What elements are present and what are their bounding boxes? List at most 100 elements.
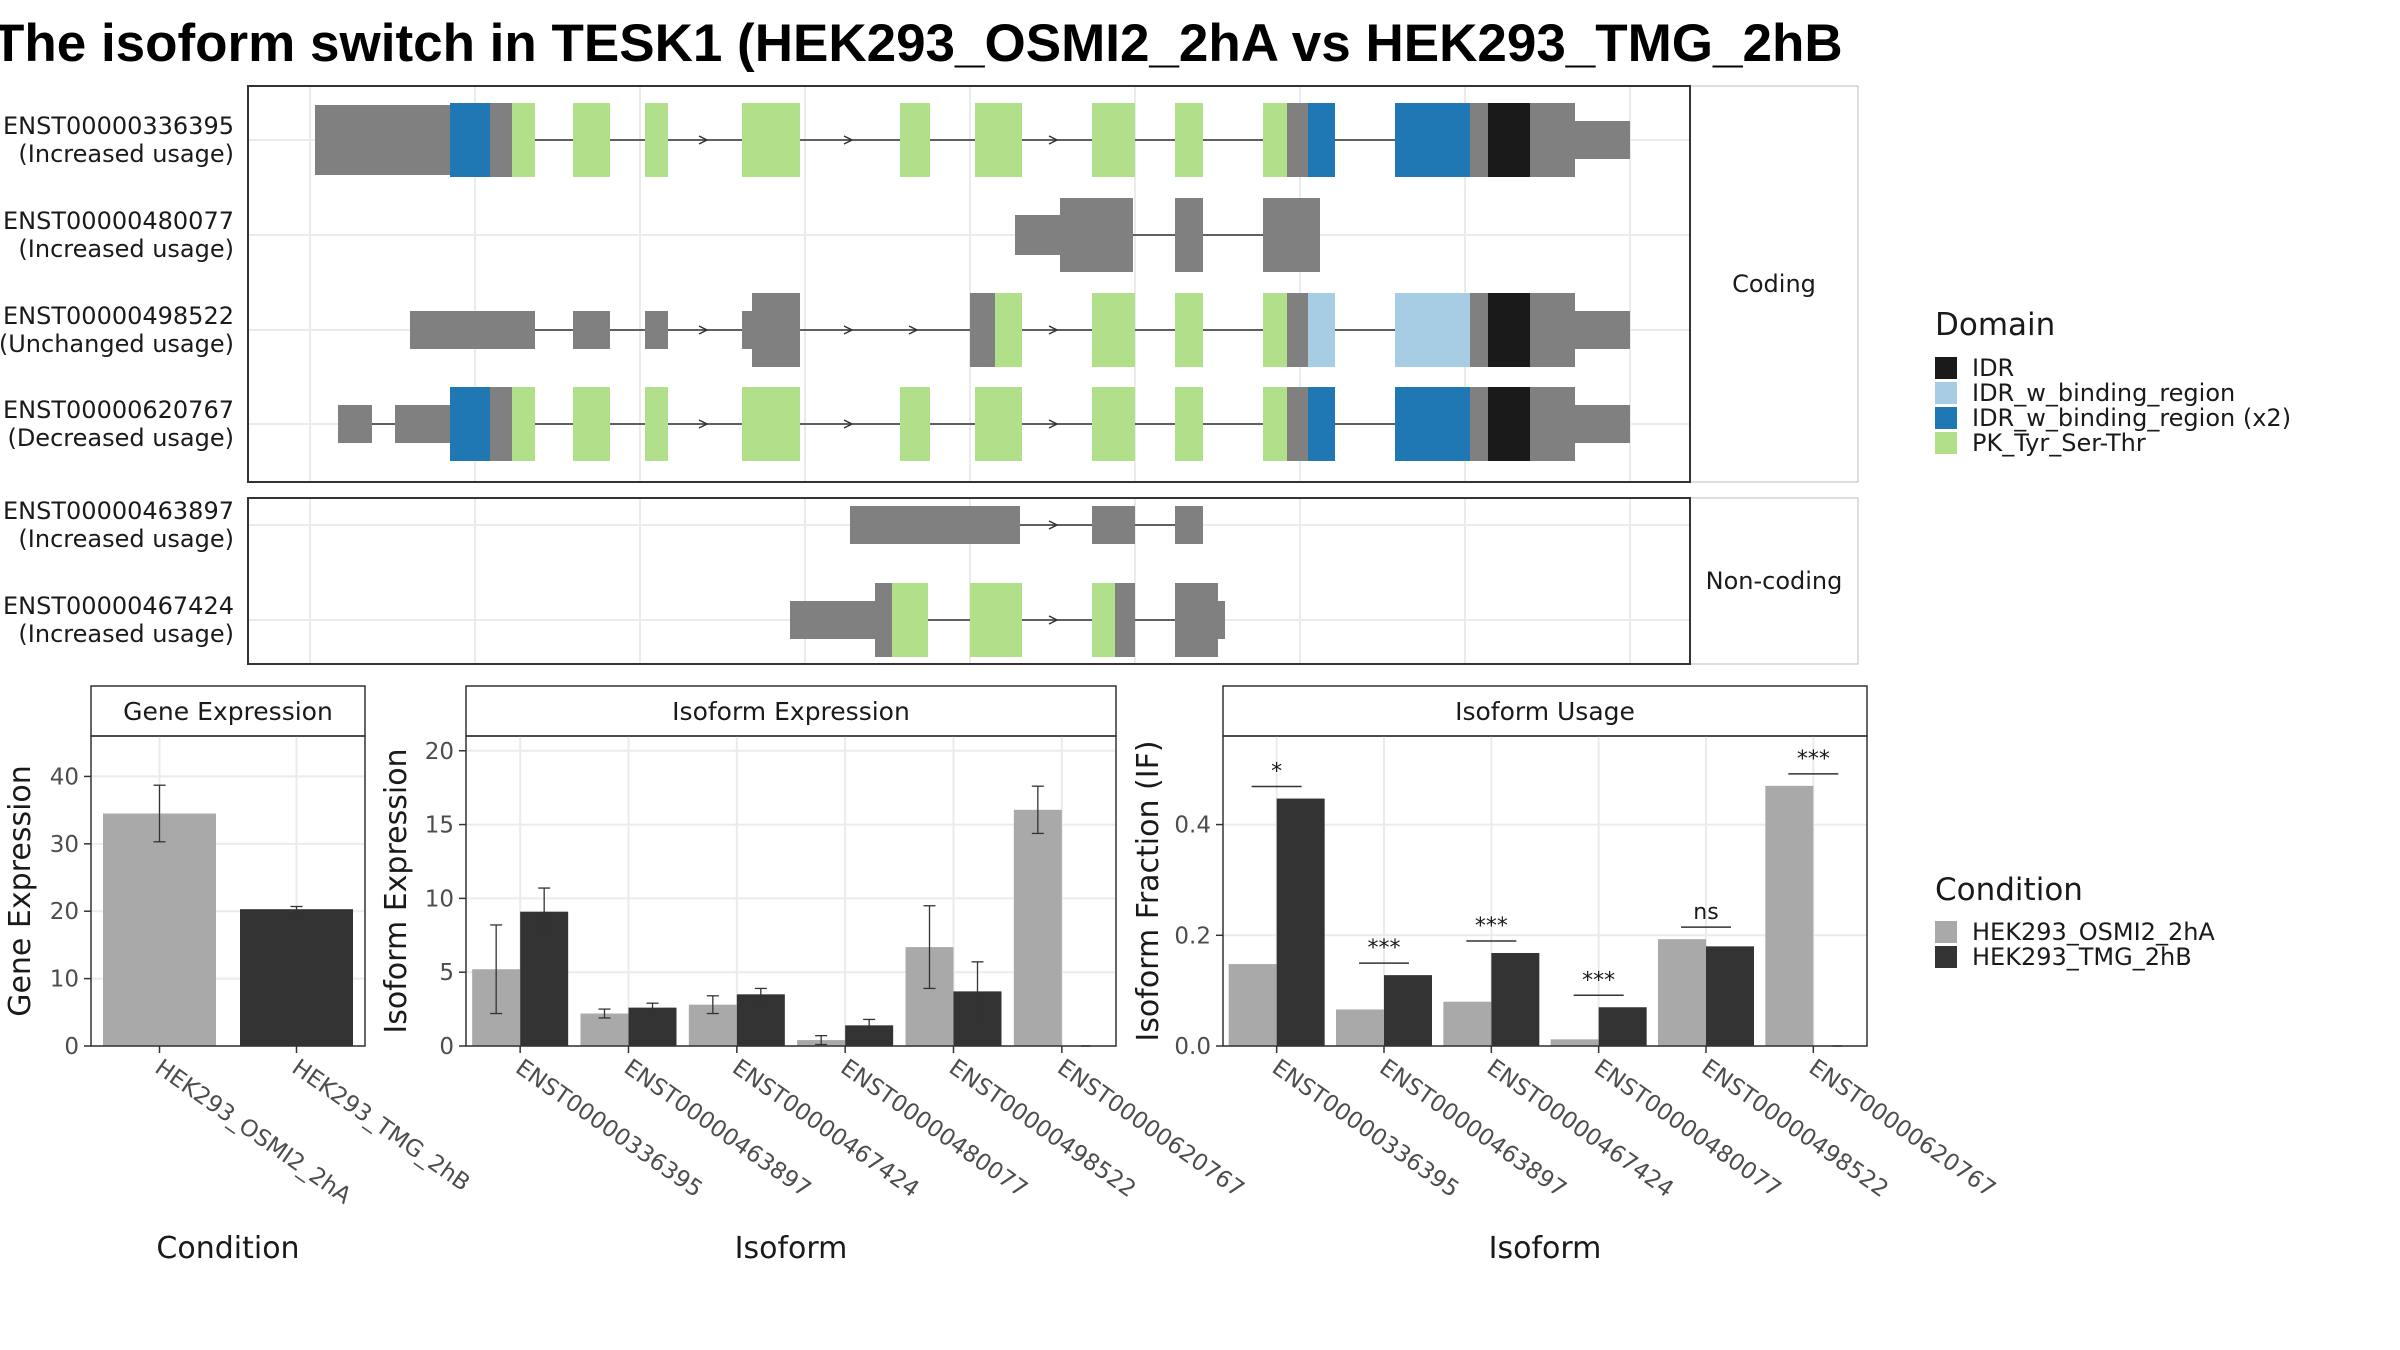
domain-exon [1308,103,1335,177]
y-tick-label: 15 [425,813,454,839]
facet-border [247,85,1691,483]
domain-exon [1308,387,1335,461]
y-tick-label: 20 [50,899,79,925]
bar [240,909,353,1046]
x-tick-label: ENST00000336395 [1267,1055,1463,1203]
x-axis-title: Isoform [735,1231,848,1266]
x-axis-title: Condition [156,1231,299,1266]
domain-exon [1092,103,1135,177]
gene-structure-panel: CodingNon-codingENST00000336395(Increase… [0,85,1859,665]
y-tick-label: 0.2 [1174,923,1211,949]
domain-exon [573,103,610,177]
exon [395,405,450,443]
legend-label: IDR_w_binding_region [1972,379,2235,407]
domain-exon [1395,293,1470,367]
legend-swatch [1935,407,1957,429]
bar [1384,975,1432,1046]
y-tick-label: 30 [50,832,79,858]
bar [845,1025,894,1046]
isoform-expression-chart: Isoform Expression 0 5 10 15 20 ENST0000033639… [379,685,1249,1266]
domain-exon [645,387,668,461]
domain-exon [970,583,1022,657]
transcript-id: ENST00000480077 [3,207,234,235]
domain-exon [975,103,1022,177]
bar [1276,798,1325,1046]
exon [645,311,668,349]
transcript-id: ENST00000620767 [3,396,234,424]
legend-title: Condition [1935,872,2083,908]
bar [1443,1001,1492,1046]
domain-exon [900,103,930,177]
intron-arrow [1048,419,1059,429]
y-axis-title: Isoform Fraction (IF) [1131,740,1166,1041]
legend-label: HEK293_OSMI2_2hA [1972,918,2215,946]
intron-arrow [843,135,854,145]
exon [1263,198,1320,272]
transcript-id: ENST00000498522 [3,302,234,330]
bar [580,1013,629,1046]
significance-label: *** [1797,747,1830,772]
significance-label: * [1271,760,1282,785]
domain-exon [1175,103,1203,177]
domain-exon [742,103,800,177]
x-tick-label: ENST00000463897 [1375,1055,1571,1203]
panel-border [465,735,1117,1047]
domain-exon [1395,387,1470,461]
domain-exon [512,103,535,177]
intron-arrow [908,325,919,335]
exon [338,405,372,443]
intron-arrow [1048,325,1059,335]
x-tick-label: ENST00000498522 [944,1055,1140,1203]
x-tick-label: ENST00000498522 [1697,1055,1893,1203]
y-tick-label: 10 [50,967,79,993]
domain-exon [645,103,668,177]
exon [1530,387,1575,461]
exon [1530,293,1575,367]
exon [850,506,1020,544]
exon [752,293,800,367]
transcript-id: ENST00000467424 [3,592,234,620]
bar [1706,946,1754,1046]
x-tick-label: ENST00000620767 [1804,1055,2000,1203]
intron-arrow [698,135,709,145]
bar [1598,1007,1647,1046]
exon [1287,103,1308,177]
transcript-usage: (Increased usage) [18,525,234,553]
domain-exon [1092,387,1135,461]
domain-legend: Domain IDRIDR_w_binding_regionIDR_w_bindi… [1935,307,2291,457]
exon [1060,198,1133,272]
exon [315,105,450,175]
domain-exon [512,387,535,461]
y-axis-title: Isoform Expression [379,748,414,1033]
exon [1218,601,1225,639]
bar [1491,953,1540,1046]
exon [1530,103,1575,177]
facet-label: Coding [1732,270,1816,298]
intron-arrow [1048,615,1059,625]
significance-label: *** [1368,936,1401,961]
exon [1175,583,1218,657]
domain-exon [450,387,490,461]
facet-label: Non-coding [1706,567,1843,595]
panel-border [90,735,366,1047]
domain-exon [742,387,800,461]
transcript-usage: (Unchanged usage) [0,330,234,358]
x-tick-label: ENST00000463897 [619,1055,815,1203]
y-tick-label: 0 [64,1034,79,1060]
legend-swatch [1935,382,1957,404]
legend-label: PK_Tyr_Ser-Thr [1972,429,2146,457]
chart-title: The isoform switch in TESK1 (HEK293_OSMI… [0,14,1843,73]
domain-exon [1488,103,1530,177]
exon [1092,506,1135,544]
intron-arrow [1048,520,1059,530]
x-tick-label: ENST00000467424 [1482,1055,1678,1203]
domain-exon [1175,293,1203,367]
x-tick-label: ENST00000467424 [727,1055,923,1203]
transcript-id: ENST00000463897 [3,497,234,525]
exon [1575,405,1630,443]
legend-swatch [1935,946,1957,968]
domain-exon [995,293,1022,367]
y-tick-label: 40 [50,764,79,790]
exon [1175,198,1203,272]
